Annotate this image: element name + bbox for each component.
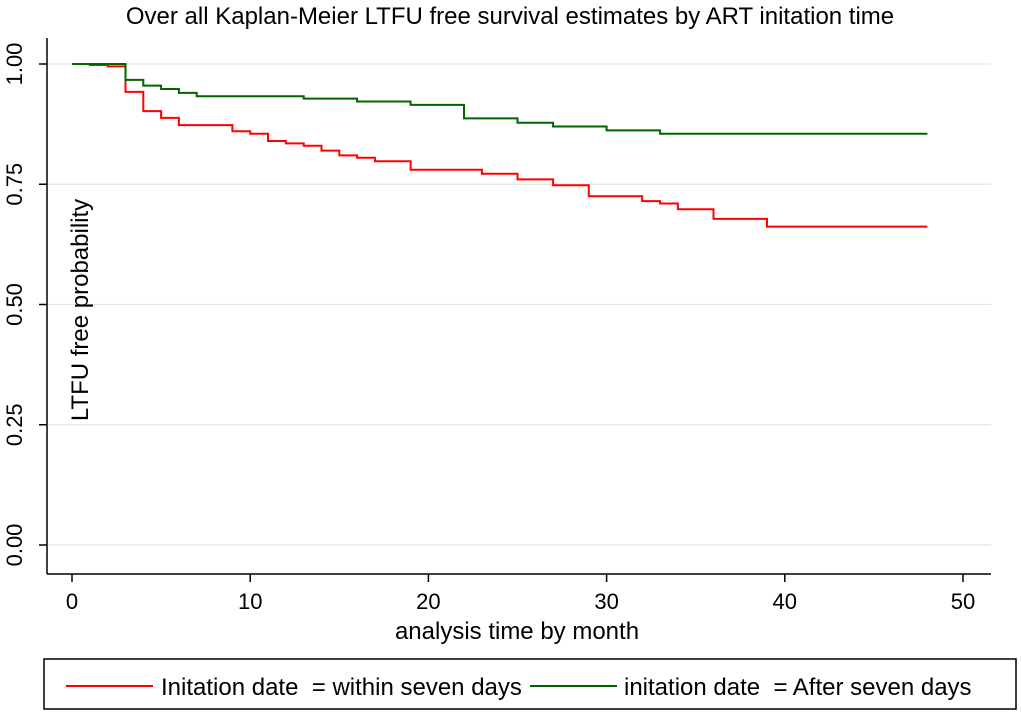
- x-tick-label: 20: [416, 589, 440, 614]
- legend-box: [43, 658, 1017, 710]
- series-line-after-seven-days: [72, 63, 928, 135]
- y-tick-label: 0.25: [2, 403, 27, 446]
- y-tick-label: 0.50: [2, 283, 27, 326]
- x-tick-label: 0: [66, 589, 78, 614]
- y-axis-label: LTFU free probability: [67, 199, 94, 421]
- legend-label-after-seven-days: initation date = After seven days: [624, 674, 972, 701]
- x-tick-label: 10: [238, 589, 262, 614]
- y-tick-label: 0.75: [2, 163, 27, 206]
- grid-lines: [48, 63, 991, 546]
- series-line-within-seven-days: [72, 63, 928, 228]
- legend: Initation date = within seven days inita…: [43, 658, 1017, 710]
- x-tick-label: 40: [773, 589, 797, 614]
- x-tick-label: 50: [951, 589, 975, 614]
- y-tick-label: 0.00: [2, 524, 27, 567]
- y-axis-ticks: 0.00 0.25 0.50 0.75 1.00: [2, 43, 47, 567]
- x-axis-ticks: 0 10 20 30 40 50: [66, 574, 975, 614]
- chart-title: Over all Kaplan-Meier LTFU free survival…: [126, 3, 894, 30]
- x-axis-label: analysis time by month: [395, 618, 639, 645]
- x-tick-label: 30: [594, 589, 618, 614]
- y-tick-label: 1.00: [2, 43, 27, 86]
- series-layer: [72, 63, 928, 228]
- legend-label-within-seven-days: Initation date = within seven days: [161, 674, 522, 701]
